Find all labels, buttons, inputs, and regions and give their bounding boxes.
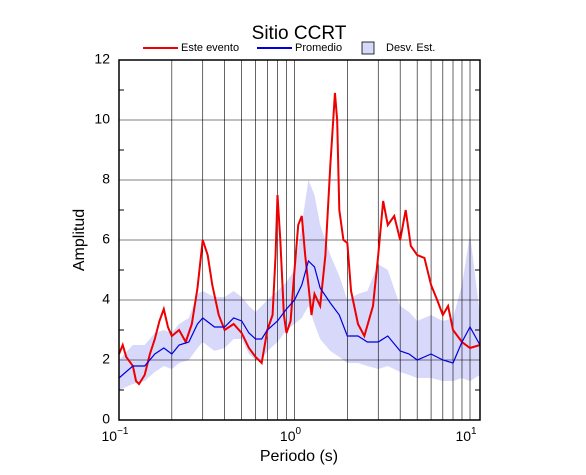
legend-label: Este evento (181, 42, 239, 54)
legend-label: Desv. Est. (386, 42, 435, 54)
x-tick-exponent: 0 (296, 426, 302, 437)
y-tick-label: 0 (102, 411, 110, 427)
x-tick-exponent: −1 (117, 426, 129, 437)
y-tick-label: 4 (102, 291, 110, 307)
legend-label: Promedio (295, 42, 342, 54)
x-tick-label: 100 (280, 426, 302, 444)
x-tick-base: 10 (280, 428, 296, 444)
chart-title: Sitio CCRT (252, 23, 347, 44)
plot-area (118, 59, 481, 421)
data-line (118, 259, 481, 379)
plot-frame (118, 59, 481, 421)
x-tick-base: 10 (102, 428, 118, 444)
x-axis-label: Periodo (s) (260, 448, 338, 465)
y-tick-label: 10 (94, 111, 110, 127)
std-band (119, 180, 480, 390)
x-tick-label: 101 (455, 426, 477, 444)
y-tick-label: 8 (102, 171, 110, 187)
y-axis-label: Amplitud (71, 209, 88, 271)
y-tick-label: 12 (94, 51, 110, 67)
y-tick-label: 6 (102, 231, 110, 247)
data-line (118, 92, 481, 386)
x-tick-exponent: 1 (471, 426, 477, 437)
legend-swatch (361, 41, 375, 55)
x-tick-base: 10 (455, 428, 471, 444)
x-tick-label: 10−1 (102, 426, 129, 444)
y-tick-label: 2 (102, 351, 110, 367)
